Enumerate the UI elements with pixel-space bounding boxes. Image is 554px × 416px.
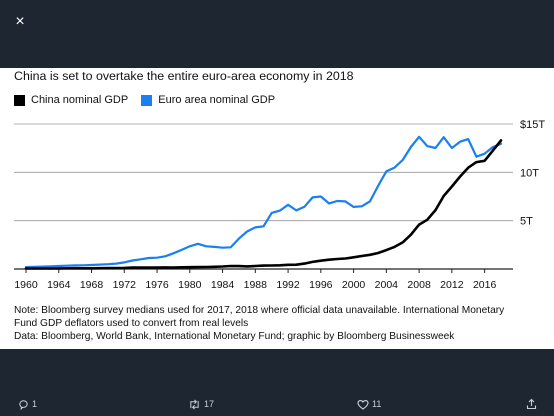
x-tick-label: 1988 [244, 279, 268, 291]
note-line-2: Fund GDP deflators used to convert from … [14, 318, 249, 330]
chart-legend: China nominal GDP Euro area nominal GDP [14, 93, 285, 107]
legend-swatch-euro [141, 94, 153, 106]
chart-card: China is set to overtake the entire euro… [0, 68, 554, 349]
close-button[interactable]: × [10, 12, 30, 32]
x-tick-label: 1992 [276, 279, 300, 291]
note-line-1: Note: Bloomberg survey medians used for … [14, 305, 505, 316]
x-tick-label: 1980 [178, 279, 202, 291]
x-tick-label: 1960 [14, 279, 38, 291]
x-tick-label: 2000 [342, 279, 366, 291]
chart-title: China is set to overtake the entire euro… [14, 69, 354, 83]
source-line: Data: Bloomberg, World Bank, Internation… [14, 331, 455, 343]
x-tick-label: 2012 [440, 279, 464, 291]
y-tick-label: $15T [520, 119, 545, 131]
gdp-line-chart: 5T 10T $15T 1960 1964 1968 1972 1976 1980 1984 198… [14, 119, 545, 291]
y-tick-label: 10T [520, 167, 539, 179]
viewer-top-bar: × [0, 0, 554, 68]
x-tick-label: 1968 [80, 279, 104, 291]
share-button[interactable] [526, 397, 540, 411]
x-tick-label: 1964 [47, 279, 71, 291]
like-button[interactable]: 11 [357, 397, 381, 411]
legend-label-china: China nominal GDP [31, 94, 129, 106]
x-tick-label: 2016 [473, 279, 497, 291]
chart-notes: Note: Bloomberg survey medians used for … [14, 304, 544, 344]
reply-count: 1 [32, 399, 38, 409]
x-tick-label: 1976 [145, 279, 169, 291]
series-line-china [24, 139, 503, 270]
tweet-actions-bar: 1 17 11 [0, 349, 554, 416]
heart-icon [357, 399, 369, 410]
close-icon: × [15, 13, 25, 30]
retweet-icon [190, 399, 199, 409]
x-tick-label: 1984 [211, 279, 235, 291]
x-tick-label: 1972 [113, 279, 137, 291]
x-tick-label: 1996 [309, 279, 333, 291]
retweet-button[interactable]: 17 [188, 397, 214, 411]
y-tick-label: 5T [520, 216, 533, 228]
legend-swatch-china [14, 94, 25, 106]
like-count: 11 [372, 399, 382, 409]
series-line-euro [24, 135, 503, 269]
legend-item-euro: Euro area nominal GDP [141, 93, 275, 107]
x-tick-label: 2008 [407, 279, 431, 291]
reply-button[interactable]: 1 [18, 397, 37, 411]
legend-item-china: China nominal GDP [14, 93, 128, 107]
x-tick-label: 2004 [375, 279, 399, 291]
share-icon [526, 398, 537, 410]
legend-label-euro: Euro area nominal GDP [158, 94, 276, 106]
retweet-count: 17 [204, 399, 215, 409]
reply-icon [19, 399, 28, 410]
